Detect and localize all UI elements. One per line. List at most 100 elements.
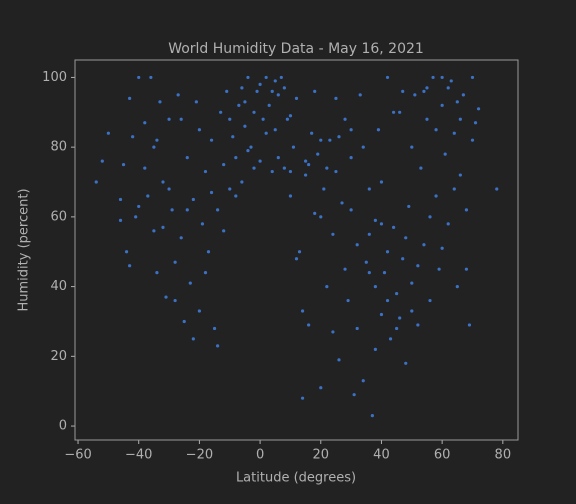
point	[143, 121, 147, 125]
point	[443, 152, 447, 156]
point	[134, 215, 138, 219]
point	[258, 82, 262, 87]
point	[203, 169, 208, 174]
point	[176, 93, 180, 97]
point	[470, 138, 475, 142]
point	[249, 145, 253, 149]
point	[346, 298, 350, 303]
point	[316, 152, 320, 156]
point	[182, 319, 186, 324]
point	[355, 243, 359, 247]
point	[385, 250, 390, 254]
point	[304, 159, 308, 163]
point	[467, 323, 472, 327]
point	[267, 103, 271, 107]
point	[173, 298, 177, 303]
point	[158, 100, 162, 104]
point	[219, 110, 223, 114]
point	[225, 89, 229, 93]
point	[297, 250, 302, 254]
point	[185, 208, 189, 212]
point	[243, 100, 247, 104]
point	[149, 75, 153, 80]
plot-frame	[74, 59, 519, 441]
point	[258, 159, 262, 163]
point	[307, 162, 311, 167]
y-tick-label: 100	[42, 70, 67, 85]
point	[216, 208, 220, 212]
point	[319, 215, 323, 219]
point	[410, 309, 414, 313]
point	[161, 225, 165, 229]
point	[288, 194, 293, 198]
point	[209, 190, 214, 195]
point	[434, 194, 438, 198]
point	[188, 281, 192, 285]
point	[452, 187, 456, 191]
point	[300, 396, 305, 400]
point	[167, 187, 171, 191]
point	[234, 194, 238, 198]
point	[94, 180, 98, 184]
point	[273, 79, 277, 83]
point	[373, 218, 377, 222]
point	[282, 86, 286, 90]
point	[197, 309, 202, 313]
point	[461, 93, 465, 97]
point	[307, 323, 311, 327]
point	[476, 107, 481, 111]
point	[270, 89, 274, 93]
point	[121, 162, 126, 167]
point	[310, 131, 314, 135]
point	[313, 211, 317, 215]
point	[131, 135, 135, 139]
point	[106, 131, 110, 135]
point	[416, 264, 420, 268]
point	[264, 131, 268, 135]
point	[401, 89, 405, 93]
point	[452, 131, 456, 135]
point	[413, 93, 417, 97]
point	[407, 204, 411, 209]
point	[425, 117, 429, 121]
point	[419, 166, 423, 170]
point	[343, 267, 347, 271]
point	[246, 75, 250, 80]
point	[197, 128, 202, 132]
point	[385, 75, 390, 80]
point	[191, 337, 195, 341]
point	[118, 197, 123, 202]
point	[352, 393, 356, 397]
point	[349, 128, 353, 132]
point	[206, 250, 211, 254]
point	[300, 309, 305, 313]
point	[319, 386, 323, 390]
point	[367, 271, 371, 275]
point	[376, 128, 381, 132]
point	[391, 225, 396, 229]
point	[155, 138, 159, 142]
point	[458, 117, 462, 121]
point	[231, 135, 235, 139]
point	[304, 173, 308, 177]
x-tick-label: 80	[495, 448, 512, 463]
point	[464, 208, 469, 212]
point	[364, 260, 368, 264]
point	[331, 232, 335, 236]
point	[261, 117, 265, 121]
point	[243, 124, 247, 128]
point	[146, 194, 150, 198]
point	[222, 229, 226, 233]
x-tick-label: −60	[64, 448, 91, 463]
point	[434, 128, 438, 132]
x-tick-label: 60	[434, 448, 451, 463]
point	[246, 149, 250, 153]
point	[228, 187, 232, 191]
point	[446, 222, 450, 226]
point	[252, 166, 256, 170]
point	[340, 201, 344, 205]
point	[276, 93, 280, 97]
point	[449, 79, 453, 83]
point	[428, 298, 432, 303]
